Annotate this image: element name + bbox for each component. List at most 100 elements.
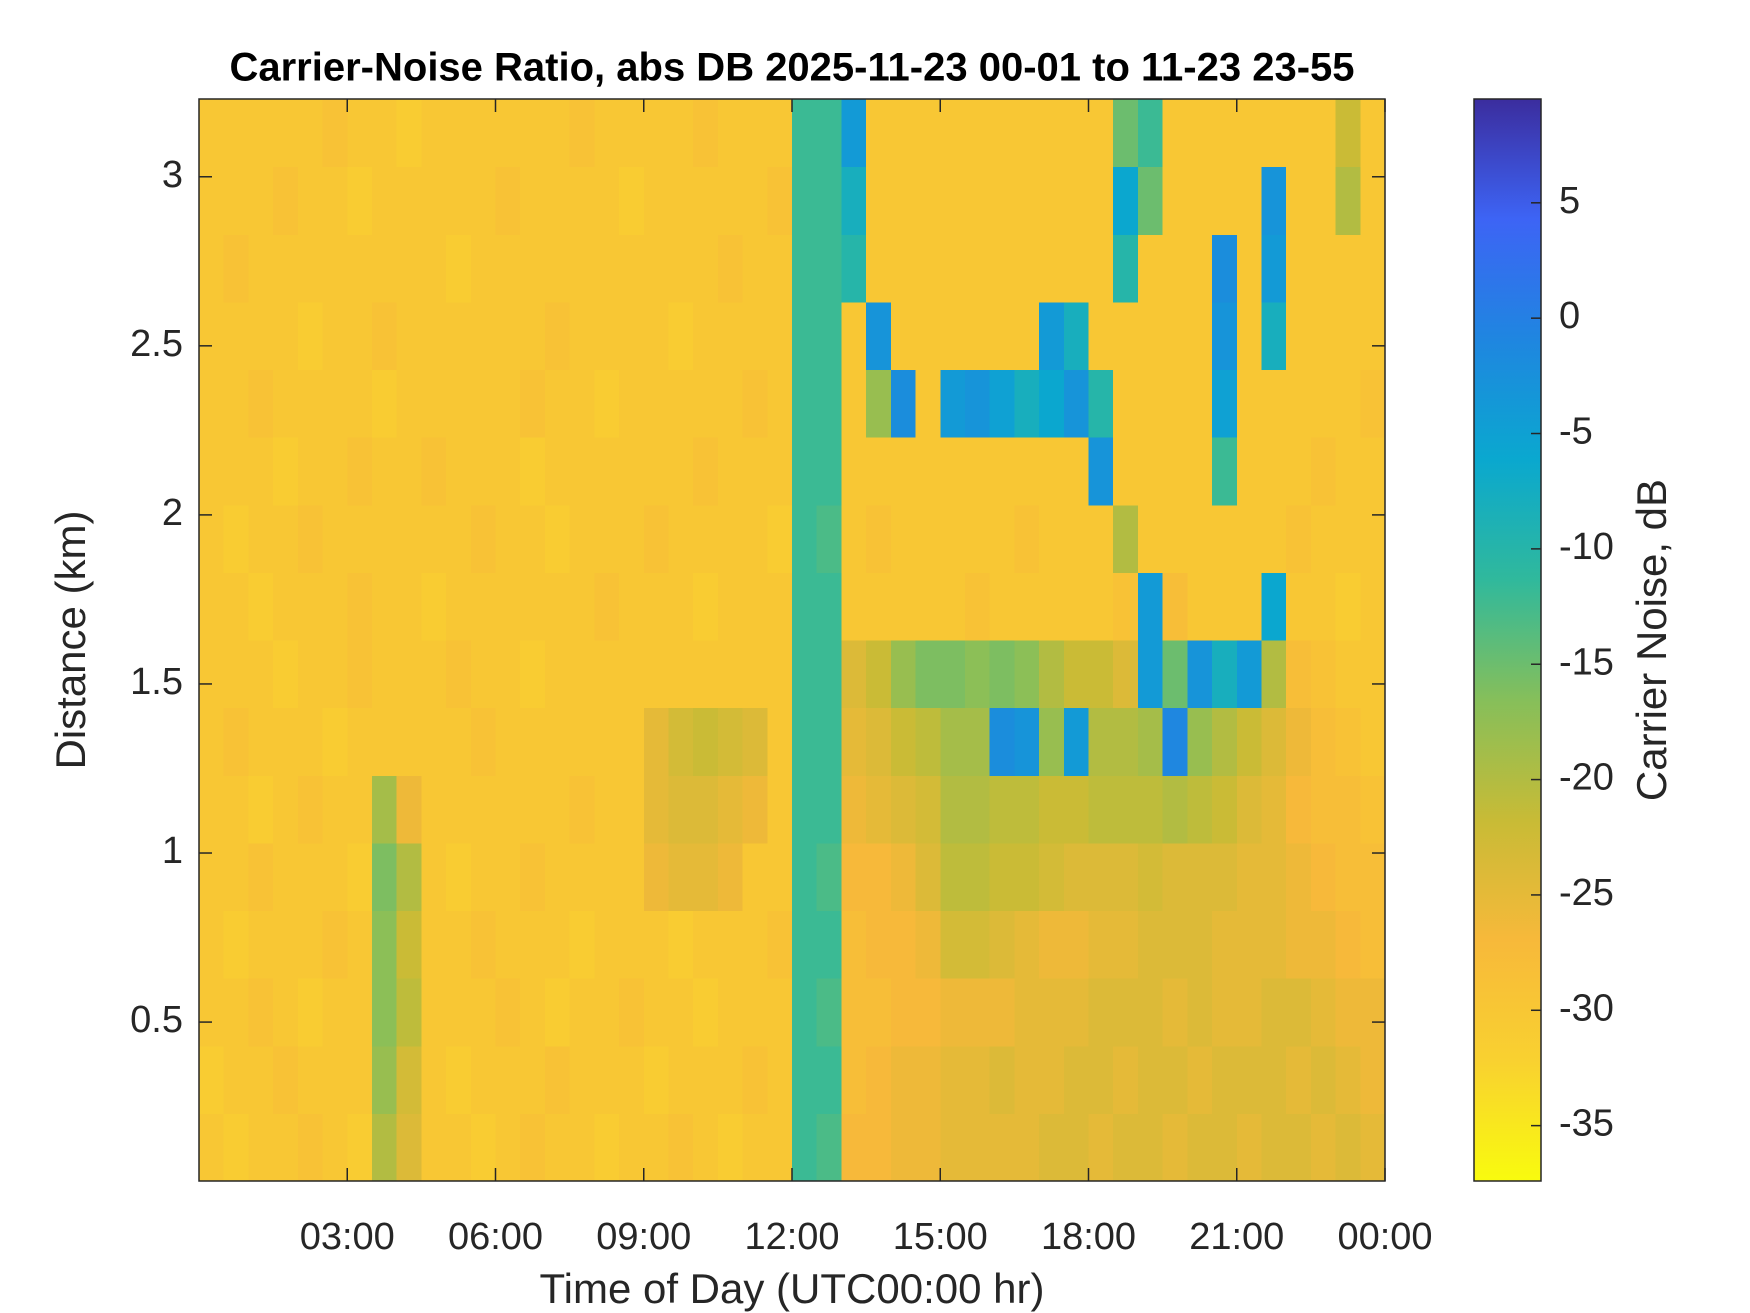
- heatmap-cell: [1039, 437, 1065, 506]
- heatmap-cell: [742, 1113, 768, 1182]
- heatmap-cell: [767, 301, 793, 371]
- heatmap-cell: [1039, 504, 1065, 573]
- heatmap-cell: [347, 978, 373, 1047]
- heatmap-cell: [371, 234, 398, 303]
- heatmap-cell: [619, 504, 645, 573]
- heatmap-cell: [841, 1113, 867, 1182]
- heatmap-cell: [396, 572, 422, 641]
- heatmap-cell: [1236, 842, 1263, 912]
- heatmap-cell: [890, 842, 917, 912]
- y-tick-label: 2: [162, 492, 183, 534]
- heatmap-cell: [544, 910, 571, 979]
- heatmap-cell: [1088, 572, 1114, 641]
- heatmap-cell: [643, 572, 670, 641]
- heatmap-cell: [1360, 369, 1386, 438]
- heatmap-cell: [792, 978, 818, 1047]
- x-tick-label: 18:00: [1041, 1216, 1136, 1258]
- heatmap-cell: [668, 707, 694, 776]
- heatmap-cell: [964, 504, 991, 573]
- heatmap-cell: [915, 301, 941, 371]
- heatmap-cell: [470, 910, 497, 979]
- heatmap-cell: [767, 640, 793, 709]
- heatmap-cell: [421, 437, 447, 506]
- heatmap-cell: [248, 504, 274, 573]
- heatmap-cell: [866, 707, 892, 776]
- heatmap-cell: [1113, 978, 1139, 1047]
- heatmap-cell: [297, 707, 324, 776]
- heatmap-cell: [544, 640, 571, 709]
- colorbar-label: Carrier Noise, dB: [1628, 479, 1675, 801]
- heatmap-cell: [866, 910, 892, 979]
- heatmap-cell: [1236, 707, 1263, 776]
- heatmap-cell: [1014, 437, 1040, 506]
- heatmap-cell: [371, 369, 398, 438]
- heatmap-cell: [1286, 572, 1312, 641]
- heatmap-cell: [816, 504, 843, 573]
- heatmap-cell: [717, 437, 744, 506]
- heatmap-cell: [1039, 842, 1065, 912]
- heatmap-cell: [940, 1045, 966, 1114]
- heatmap-cell: [964, 1113, 991, 1182]
- heatmap-cell: [273, 369, 299, 438]
- heatmap-cell: [1162, 369, 1188, 438]
- heatmap-cell: [1261, 369, 1287, 438]
- colorbar-tick-label: -20: [1559, 757, 1614, 799]
- colorbar: [1473, 98, 1542, 1182]
- heatmap-cell: [1335, 301, 1361, 371]
- heatmap-cell: [767, 775, 793, 844]
- heatmap-cell: [1236, 437, 1263, 506]
- heatmap-cell: [248, 775, 274, 844]
- heatmap-cell: [421, 978, 447, 1047]
- heatmap-cell: [273, 842, 299, 912]
- heatmap-cell: [940, 910, 966, 979]
- heatmap-cell: [619, 1045, 645, 1114]
- heatmap-cell: [668, 572, 694, 641]
- heatmap-cell: [569, 301, 595, 371]
- heatmap-cell: [619, 301, 645, 371]
- heatmap-cell: [223, 234, 250, 303]
- heatmap-cell: [964, 707, 991, 776]
- heatmap-cell: [742, 166, 768, 235]
- heatmap-cell: [693, 234, 719, 303]
- heatmap-cell: [446, 910, 472, 979]
- heatmap-cell: [199, 99, 225, 168]
- heatmap-cell: [1137, 842, 1164, 912]
- heatmap-cell: [1335, 166, 1361, 235]
- heatmap-cell: [297, 437, 324, 506]
- heatmap-cell: [940, 301, 966, 371]
- heatmap-cell: [223, 640, 250, 709]
- heatmap-cell: [866, 775, 892, 844]
- heatmap-cell: [742, 301, 768, 371]
- heatmap-cell: [742, 234, 768, 303]
- heatmap-cell: [322, 504, 348, 573]
- heatmap-cell: [693, 504, 719, 573]
- heatmap-cell: [322, 775, 348, 844]
- heatmap-cell: [1261, 640, 1287, 709]
- heatmap-cell: [890, 640, 917, 709]
- colorbar-tick-label: 5: [1559, 180, 1580, 222]
- heatmap-cell: [1039, 1113, 1065, 1182]
- heatmap-cell: [544, 1113, 571, 1182]
- heatmap-cell: [594, 640, 620, 709]
- heatmap-cell: [989, 1045, 1015, 1114]
- heatmap-cell: [1212, 234, 1238, 303]
- heatmap-cell: [446, 369, 472, 438]
- heatmap-cell: [915, 1113, 941, 1182]
- heatmap-cell: [866, 1113, 892, 1182]
- heatmap-cell: [619, 842, 645, 912]
- heatmap-cell: [989, 572, 1015, 641]
- heatmap-cell: [1162, 775, 1188, 844]
- heatmap-cell: [1014, 99, 1040, 168]
- heatmap-cell: [273, 504, 299, 573]
- heatmap-cell: [989, 234, 1015, 303]
- heatmap-cell: [767, 99, 793, 168]
- heatmap-cell: [668, 504, 694, 573]
- x-tick-label: 12:00: [744, 1216, 839, 1258]
- heatmap-cell: [964, 437, 991, 506]
- heatmap-cell: [1261, 504, 1287, 573]
- heatmap-cell: [767, 707, 793, 776]
- heatmap-cell: [396, 99, 422, 168]
- heatmap-cell: [1137, 1113, 1164, 1182]
- heatmap-cell: [1088, 166, 1114, 235]
